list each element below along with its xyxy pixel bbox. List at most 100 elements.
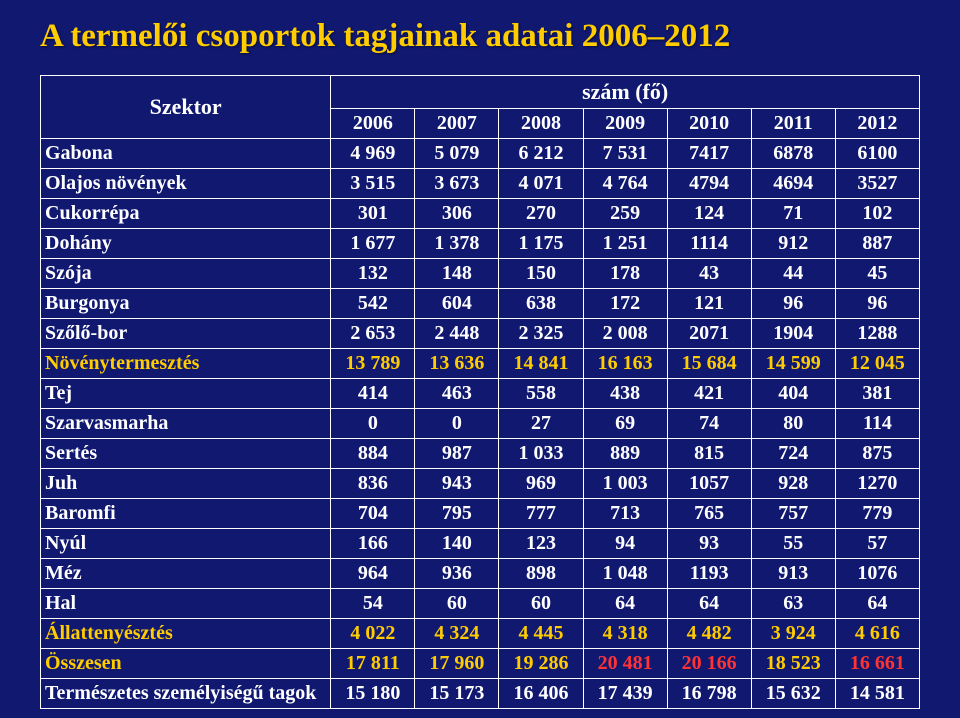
cell: 3 673 xyxy=(415,168,499,198)
cell: 16 798 xyxy=(667,678,751,708)
cell: 463 xyxy=(415,378,499,408)
cell: 777 xyxy=(499,498,583,528)
row-label: Természetes személyiségű tagok xyxy=(41,678,331,708)
cell: 4 969 xyxy=(331,138,415,168)
cell: 124 xyxy=(667,198,751,228)
cell: 887 xyxy=(835,228,919,258)
table-row: Összesen17 81117 96019 28620 48120 16618… xyxy=(41,648,920,678)
header-year: 2007 xyxy=(415,108,499,138)
cell: 2 325 xyxy=(499,318,583,348)
table-body: Gabona4 9695 0796 2127 531741768786100Ol… xyxy=(41,138,920,708)
cell: 20 166 xyxy=(667,648,751,678)
cell: 438 xyxy=(583,378,667,408)
cell: 270 xyxy=(499,198,583,228)
cell: 542 xyxy=(331,288,415,318)
header-count: szám (fő) xyxy=(331,76,920,109)
cell: 63 xyxy=(751,588,835,618)
cell: 16 406 xyxy=(499,678,583,708)
row-label: Állattenyésztés xyxy=(41,618,331,648)
cell: 1057 xyxy=(667,468,751,498)
cell: 15 173 xyxy=(415,678,499,708)
table-row: Cukorrépa30130627025912471102 xyxy=(41,198,920,228)
row-label: Olajos növények xyxy=(41,168,331,198)
cell: 1 677 xyxy=(331,228,415,258)
cell: 6878 xyxy=(751,138,835,168)
cell: 6100 xyxy=(835,138,919,168)
cell: 3 924 xyxy=(751,618,835,648)
cell: 4694 xyxy=(751,168,835,198)
cell: 55 xyxy=(751,528,835,558)
slide: A termelői csoportok tagjainak adatai 20… xyxy=(0,0,960,718)
row-label: Hal xyxy=(41,588,331,618)
cell: 19 286 xyxy=(499,648,583,678)
cell: 12 045 xyxy=(835,348,919,378)
row-label: Szarvasmarha xyxy=(41,408,331,438)
cell: 306 xyxy=(415,198,499,228)
cell: 779 xyxy=(835,498,919,528)
cell: 17 439 xyxy=(583,678,667,708)
table-row: Olajos növények3 5153 6734 0714 76447944… xyxy=(41,168,920,198)
table-row: Méz9649368981 04811939131076 xyxy=(41,558,920,588)
cell: 4 324 xyxy=(415,618,499,648)
cell: 94 xyxy=(583,528,667,558)
cell: 64 xyxy=(667,588,751,618)
cell: 14 841 xyxy=(499,348,583,378)
cell: 638 xyxy=(499,288,583,318)
cell: 4794 xyxy=(667,168,751,198)
slide-title: A termelői csoportok tagjainak adatai 20… xyxy=(40,18,920,55)
cell: 964 xyxy=(331,558,415,588)
header-year: 2009 xyxy=(583,108,667,138)
cell: 1114 xyxy=(667,228,751,258)
cell: 71 xyxy=(751,198,835,228)
table-row: Sertés8849871 033889815724875 xyxy=(41,438,920,468)
cell: 172 xyxy=(583,288,667,318)
cell: 604 xyxy=(415,288,499,318)
cell: 987 xyxy=(415,438,499,468)
header-sector: Szektor xyxy=(41,76,331,139)
table-row: Juh8369439691 00310579281270 xyxy=(41,468,920,498)
table-row: Állattenyésztés4 0224 3244 4454 3184 482… xyxy=(41,618,920,648)
cell: 815 xyxy=(667,438,751,468)
cell: 1270 xyxy=(835,468,919,498)
cell: 44 xyxy=(751,258,835,288)
cell: 558 xyxy=(499,378,583,408)
cell: 45 xyxy=(835,258,919,288)
table-row: Gabona4 9695 0796 2127 531741768786100 xyxy=(41,138,920,168)
cell: 943 xyxy=(415,468,499,498)
table-head: Szektor szám (fő) 2006200720082009201020… xyxy=(41,76,920,139)
cell: 1 003 xyxy=(583,468,667,498)
cell: 0 xyxy=(415,408,499,438)
cell: 928 xyxy=(751,468,835,498)
cell: 96 xyxy=(751,288,835,318)
cell: 18 523 xyxy=(751,648,835,678)
row-label: Szója xyxy=(41,258,331,288)
cell: 1 033 xyxy=(499,438,583,468)
table-row: Szója132148150178434445 xyxy=(41,258,920,288)
row-label: Gabona xyxy=(41,138,331,168)
table-row: Nyúl16614012394935557 xyxy=(41,528,920,558)
cell: 132 xyxy=(331,258,415,288)
header-year: 2012 xyxy=(835,108,919,138)
cell: 27 xyxy=(499,408,583,438)
cell: 4 318 xyxy=(583,618,667,648)
cell: 6 212 xyxy=(499,138,583,168)
cell: 121 xyxy=(667,288,751,318)
row-label: Sertés xyxy=(41,438,331,468)
row-label: Szőlő-bor xyxy=(41,318,331,348)
cell: 57 xyxy=(835,528,919,558)
cell: 17 960 xyxy=(415,648,499,678)
cell: 414 xyxy=(331,378,415,408)
table-row: Burgonya5426046381721219696 xyxy=(41,288,920,318)
cell: 178 xyxy=(583,258,667,288)
cell: 15 180 xyxy=(331,678,415,708)
row-label: Burgonya xyxy=(41,288,331,318)
cell: 16 661 xyxy=(835,648,919,678)
row-label: Baromfi xyxy=(41,498,331,528)
cell: 80 xyxy=(751,408,835,438)
table-row: Növénytermesztés13 78913 63614 84116 163… xyxy=(41,348,920,378)
header-year: 2010 xyxy=(667,108,751,138)
cell: 5 079 xyxy=(415,138,499,168)
cell: 836 xyxy=(331,468,415,498)
cell: 1076 xyxy=(835,558,919,588)
cell: 3 515 xyxy=(331,168,415,198)
